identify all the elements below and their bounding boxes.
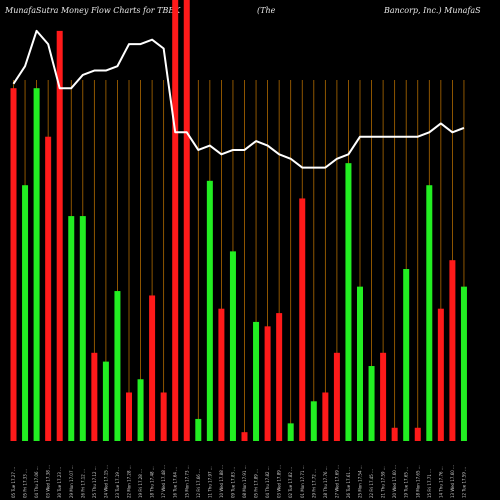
x-tick-label: 03 Wed 17.38 ... [46, 465, 51, 498]
money-flow-bar [241, 432, 248, 441]
money-flow-bar [276, 313, 283, 441]
price-line-path [12, 29, 465, 169]
x-tick-label: 29 Mon 17.07 ... [69, 465, 74, 498]
money-flow-bars [10, 0, 467, 442]
x-tick-label: 28 Thu 17.76 ... [323, 466, 328, 498]
x-tick-label: 05 Fri 17.89 ... [254, 469, 259, 498]
x-tick-label: 26 Fri 17.12 ... [80, 469, 85, 498]
money-flow-bar [172, 0, 179, 441]
x-tick-label: 15 Fri 17.71 ... [427, 469, 432, 498]
x-tick-label: 25 Thu 17.12 ... [92, 466, 97, 498]
money-flow-bar [380, 352, 387, 441]
money-flow-bar [10, 88, 17, 441]
money-flow-bar [22, 185, 29, 441]
money-flow-bar [79, 216, 86, 441]
x-tick-label: 01 Mon 17.71 ... [300, 465, 305, 498]
x-tick-labels: 05 Tue 17.27 ... 05 Fri 17.33 ... 04 Thu 1… [11, 465, 466, 498]
money-flow-bar [287, 423, 294, 441]
money-flow-bar [102, 361, 109, 441]
money-flow-bar [218, 308, 225, 441]
chart-title-part-1: MunafaSutra Money Flow Charts for TBBK [5, 6, 181, 15]
x-tick-label: 17 Wed 17.48 ... [161, 465, 166, 498]
x-tick-label: 02 Tue 17.82 ... [288, 467, 293, 498]
money-flow-bar [126, 392, 132, 441]
money-flow-bar [449, 260, 456, 441]
money-flow-bar [114, 291, 121, 441]
chart-title-part-2: (The [257, 6, 276, 15]
x-tick-label: 26 Tue 17.61 ... [346, 467, 351, 498]
x-tick-label: 23 Tue 17.19 ... [115, 467, 120, 498]
money-flow-bar [229, 251, 236, 441]
x-tick-label: 24 Wed 17.15 ... [103, 465, 108, 498]
x-tick-label: 03 Wed 17.89 ... [277, 465, 282, 498]
money-flow-bar [299, 198, 306, 441]
money-flow-bar [56, 30, 63, 442]
money-flow-bar [414, 427, 421, 441]
money-flow-bar [368, 366, 375, 441]
x-tick-label: 22 Fri 17.45 ... [369, 469, 374, 498]
x-tick-label: 22 Mon 17.28 ... [127, 465, 132, 498]
money-flow-bar [322, 392, 329, 441]
money-flow-bar [137, 379, 144, 441]
money-flow-bar [195, 418, 202, 441]
money-flow-bar [333, 352, 340, 441]
x-tick-label: 12 Tue 17.59 ... [461, 467, 466, 498]
x-tick-label: 18 Mon 17.65 ... [415, 465, 420, 498]
money-flow-bar [45, 136, 52, 441]
x-tick-label: 05 Tue 17.27 ... [11, 467, 16, 498]
money-flow-bar [357, 286, 363, 441]
x-tick-label: 11 Thu 17.97 ... [207, 466, 212, 498]
money-flow-bar [206, 180, 213, 441]
money-flow-bar [253, 321, 260, 441]
money-flow-bar [264, 326, 271, 441]
x-tick-label: 30 Tue 17.23 ... [57, 467, 62, 498]
x-tick-label: 25 Mon 17.54 ... [358, 465, 363, 498]
money-flow-bar [437, 308, 444, 441]
chart-title: MunafaSutra Money Flow Charts for TBBK (… [0, 0, 500, 22]
x-tick-label: 19 Fri 17.28 ... [138, 469, 143, 498]
money-flow-bar [183, 0, 190, 441]
x-tick-label: 19 Tue 17.65 ... [404, 467, 409, 498]
x-tick-label: 12 Fri 17.66 ... [196, 469, 201, 498]
money-flow-bar [391, 427, 398, 441]
chart-title-part-3: Bancorp, Inc.) MunafaS [384, 6, 481, 15]
money-flow-bar [426, 185, 433, 441]
x-tick-label: 20 Wed 17.60 ... [392, 465, 397, 498]
x-tick-label: 13 Wed 17.60 ... [450, 465, 455, 498]
price-line [12, 29, 465, 169]
x-tick-label: 08 Mon 17.91 ... [242, 465, 247, 498]
money-flow-bar [345, 163, 352, 442]
x-tick-label: 09 Tue 17.83 ... [230, 467, 235, 498]
x-tick-label: 15 Mon 17.73 ... [184, 465, 189, 498]
x-tick-label: 16 Tue 17.64 ... [173, 467, 178, 498]
money-flow-bar [460, 286, 467, 441]
money-flow-bar [310, 401, 317, 441]
money-flow-bar [403, 269, 410, 441]
x-tick-label: 29 Fri 17.72 ... [311, 469, 316, 498]
x-tick-label: 27 Wed 17.69 ... [334, 465, 339, 498]
x-tick-label: 18 Thu 17.48 ... [150, 466, 155, 498]
money-flow-bar [160, 392, 167, 441]
money-flow-bar [149, 295, 156, 441]
x-tick-label: 10 Wed 17.88 ... [219, 465, 224, 498]
x-tick-label: 04 Thu 17.06 ... [34, 466, 39, 498]
money-flow-bar [68, 216, 75, 441]
x-tick-label: 04 Thu 17.82 ... [265, 466, 270, 498]
money-flow-bar [91, 352, 98, 441]
x-tick-label: 14 Thu 17.76 ... [438, 466, 443, 498]
x-tick-label: 05 Fri 17.33 ... [23, 469, 28, 498]
money-flow-bar [33, 88, 40, 441]
x-tick-label: 21 Thu 17.59 ... [381, 466, 386, 498]
